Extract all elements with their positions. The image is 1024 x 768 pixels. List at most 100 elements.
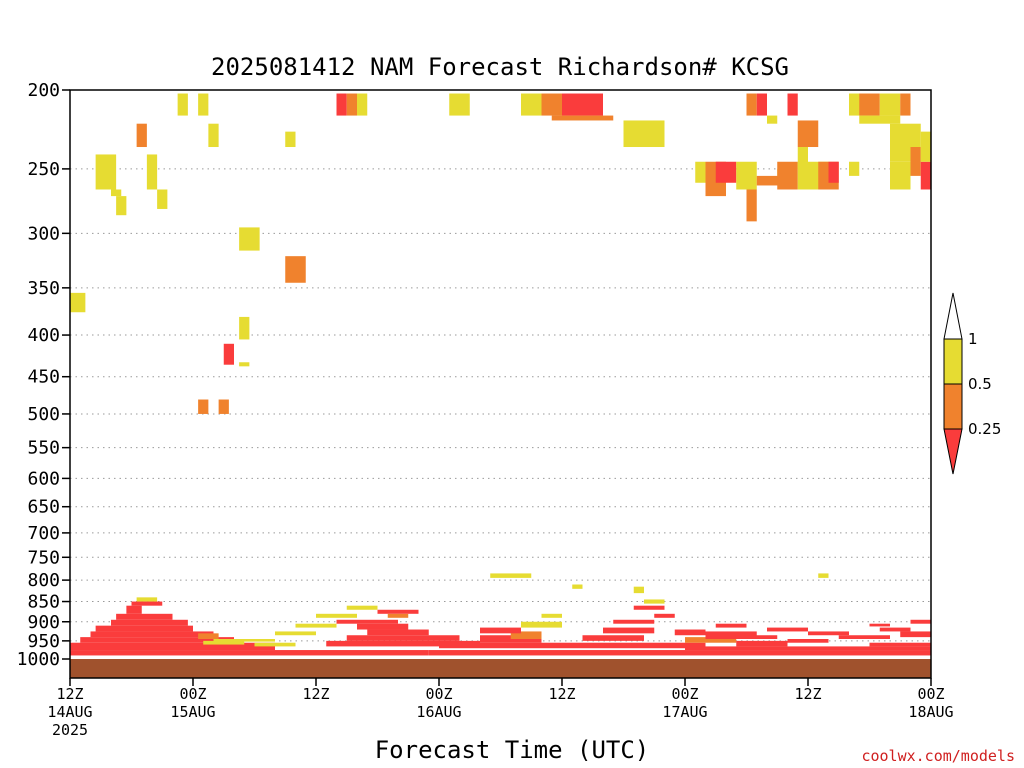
ri-cell-78 xyxy=(357,623,409,630)
ri-cell-40 xyxy=(797,147,808,169)
ri-cell-64 xyxy=(95,625,193,632)
ri-cell-7 xyxy=(177,93,188,116)
x-tick-label-84-2: 18AUG xyxy=(908,703,953,721)
ri-cell-109 xyxy=(879,627,911,632)
ri-cell-45 xyxy=(859,93,880,116)
ri-cell-56 xyxy=(572,584,583,589)
ri-cell-6 xyxy=(157,189,168,209)
ri-cell-100 xyxy=(705,631,757,640)
ri-cell-37 xyxy=(777,161,798,190)
ri-cell-83 xyxy=(387,613,409,618)
y-tick-label-900: 900 xyxy=(27,612,60,633)
y-tick-label-950: 950 xyxy=(27,631,60,652)
ri-cell-102 xyxy=(736,640,788,647)
y-tick-label-800: 800 xyxy=(27,570,60,591)
ri-cell-69 xyxy=(198,633,219,640)
ri-cell-91 xyxy=(562,642,706,649)
ri-cell-16 xyxy=(285,131,296,148)
ri-cell-23 xyxy=(541,93,562,116)
ri-cell-87 xyxy=(480,627,521,634)
y-axis-ticks: 200 250 300 350 400 450 500 550 600 650 700 7508008… xyxy=(17,80,70,670)
x-tick-label-72-1: 12Z xyxy=(794,685,821,703)
y-tick-label-550: 550 xyxy=(27,438,60,459)
ri-cell-58 xyxy=(818,573,829,578)
x-tick-label-12-1: 00Z xyxy=(179,685,206,703)
x-tick-label-0-1: 12Z xyxy=(56,685,83,703)
ri-cell-60 xyxy=(131,601,163,606)
ri-cell-113 xyxy=(685,646,931,651)
x-axis-title: Forecast Time (UTC) xyxy=(375,736,650,764)
legend-label-3: 0.25 xyxy=(968,420,1001,438)
ri-cell-75 xyxy=(316,613,357,618)
ri-cell-79 xyxy=(367,629,429,636)
ri-cell-84 xyxy=(439,642,562,649)
ri-cell-86 xyxy=(510,631,542,640)
y-tick-label-500: 500 xyxy=(27,404,60,425)
ri-cell-72 xyxy=(254,642,296,647)
ri-cell-12 xyxy=(223,343,234,365)
x-tick-label-60-1: 00Z xyxy=(671,685,698,703)
ri-cell-65 xyxy=(90,631,214,638)
ri-cell-8 xyxy=(198,93,209,116)
ri-cell-59 xyxy=(136,597,158,602)
y-tick-label-750: 750 xyxy=(27,547,60,568)
y-tick-label-400: 400 xyxy=(27,325,60,346)
ri-cell-66 xyxy=(80,637,234,643)
x-tick-label-60-2: 17AUG xyxy=(662,703,707,721)
richardson-cells xyxy=(70,93,931,656)
ri-cell-2 xyxy=(111,189,122,197)
y-tick-label-850: 850 xyxy=(27,592,60,613)
ri-cell-21 xyxy=(449,93,470,116)
ri-cell-104 xyxy=(767,627,808,632)
ri-cell-27 xyxy=(695,161,706,183)
ri-cell-18 xyxy=(336,93,347,116)
x-tick-label-36-1: 00Z xyxy=(425,685,452,703)
ri-cell-71 xyxy=(213,639,275,642)
legend-swatch-gt1 xyxy=(943,292,963,340)
credit-text: coolwx.com/models xyxy=(861,747,1015,765)
ri-cell-0 xyxy=(70,292,86,313)
ri-cell-54 xyxy=(849,161,860,176)
ri-cell-31 xyxy=(746,189,757,222)
ri-cell-52 xyxy=(920,161,931,190)
ri-cell-105 xyxy=(787,639,829,643)
ri-cell-67 xyxy=(70,642,275,651)
legend-swatch-025-05 xyxy=(943,383,963,430)
ri-cell-11 xyxy=(239,316,250,340)
ri-cell-90 xyxy=(428,650,931,656)
ri-cell-63 xyxy=(111,619,188,626)
y-tick-label-650: 650 xyxy=(27,497,60,518)
ri-cell-5 xyxy=(146,154,158,190)
ri-cell-38 xyxy=(787,93,798,116)
x-tick-label-0-2: 14AUG xyxy=(47,703,92,721)
ri-cell-13 xyxy=(239,362,250,367)
ri-cell-17 xyxy=(285,256,306,283)
ri-cell-34 xyxy=(767,115,778,124)
ri-cell-76 xyxy=(346,605,378,610)
ri-cell-61 xyxy=(126,605,142,614)
ri-cell-32 xyxy=(746,93,757,116)
y-tick-label-250: 250 xyxy=(27,159,60,180)
ri-cell-24 xyxy=(562,93,603,116)
y-tick-label-350: 350 xyxy=(27,278,60,299)
ri-cell-81 xyxy=(326,640,480,647)
ri-cell-99 xyxy=(685,637,737,643)
legend-label-2: 0.5 xyxy=(968,375,992,393)
ri-cell-22 xyxy=(521,93,542,116)
ri-cell-73 xyxy=(275,631,316,636)
ri-cell-48 xyxy=(900,93,911,116)
ri-cell-53 xyxy=(920,131,931,162)
ri-cell-94 xyxy=(613,619,655,624)
ri-cell-103 xyxy=(746,635,778,640)
x-tick-label-48-1: 12Z xyxy=(548,685,575,703)
x-tick-label-36-2: 16AUG xyxy=(416,703,461,721)
ri-cell-110 xyxy=(910,619,931,624)
ri-cell-92 xyxy=(582,635,644,641)
y-tick-label-1000: 1000 xyxy=(17,649,60,670)
ri-cell-80 xyxy=(346,635,460,641)
ri-cell-29 xyxy=(715,161,737,183)
y-tick-label-200: 200 xyxy=(27,80,60,101)
ri-cell-35 xyxy=(756,175,788,186)
